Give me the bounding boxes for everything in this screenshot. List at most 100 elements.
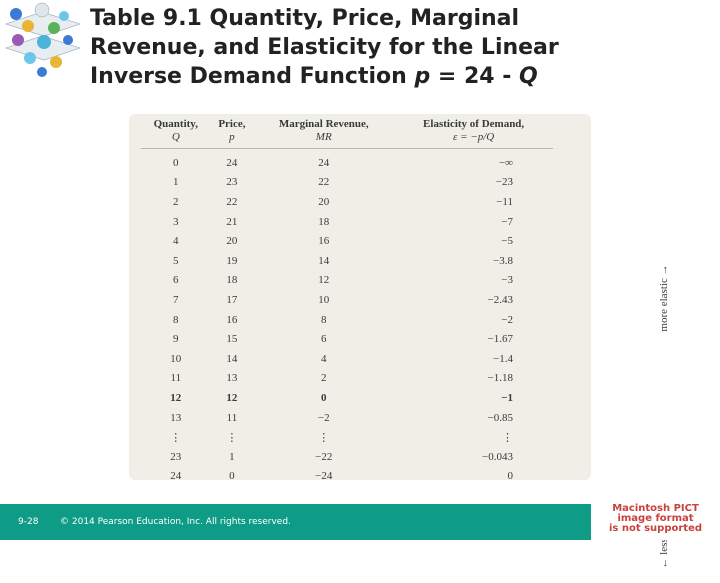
- cell-elasticity: 0: [507, 470, 514, 483]
- cell-elasticity: −1: [501, 391, 513, 404]
- cell-marginal-revenue: 2: [320, 372, 327, 385]
- cell-quantity: 9: [173, 333, 179, 346]
- page-number: 9-28: [18, 517, 39, 527]
- cell-quantity: 24: [170, 470, 182, 483]
- table-row: 0 24 24 −∞: [141, 149, 553, 173]
- table-row: 5 19 14 −3.8: [141, 251, 553, 271]
- cell-price: 24: [226, 156, 238, 169]
- cell-quantity: 4: [173, 235, 179, 248]
- cell-marginal-revenue: 24: [318, 156, 330, 169]
- cell-marginal-revenue: 4: [320, 352, 327, 365]
- cell-price: 21: [226, 215, 238, 228]
- cell-quantity: 2: [173, 195, 179, 208]
- cell-price: 12: [226, 391, 238, 404]
- table-row: 13 11 −2 −0.85: [141, 408, 553, 428]
- table-row: 6 18 12 −3: [141, 271, 553, 291]
- elasticity-table: Quantity, Q Price, p Marginal Revenue, MR E…: [141, 118, 553, 486]
- cell-quantity: 0: [173, 156, 179, 169]
- col-header-marginal-revenue: Marginal Revenue, MR: [253, 118, 395, 149]
- cell-quantity: 3: [173, 215, 179, 228]
- cell-quantity: 11: [170, 372, 182, 385]
- cell-marginal-revenue: −2: [317, 411, 330, 424]
- table-row: 10 14 4 −1.4: [141, 349, 553, 369]
- pict-notice-line-2: image format: [617, 513, 694, 524]
- cell-marginal-revenue: ⋮: [318, 431, 330, 444]
- table-row: 4 20 16 −5: [141, 231, 553, 251]
- cell-elasticity: −3: [501, 274, 513, 287]
- cell-marginal-revenue: 14: [318, 254, 330, 267]
- cell-marginal-revenue: 20: [318, 195, 330, 208]
- cell-elasticity: −11: [496, 195, 513, 208]
- cell-price: 15: [226, 333, 238, 346]
- cell-price: 20: [226, 235, 238, 248]
- pict-unsupported-notice: Macintosh PICT image format is not suppo…: [591, 504, 720, 540]
- cell-quantity: 13: [170, 411, 182, 424]
- cell-elasticity: −0.043: [482, 450, 513, 463]
- table-row: 11 13 2 −1.18: [141, 369, 553, 389]
- cell-price: 13: [226, 372, 238, 385]
- cell-quantity: 5: [173, 254, 179, 267]
- cell-elasticity: −1.18: [487, 372, 513, 385]
- cell-price: ⋮: [226, 431, 238, 444]
- slide-title: Table 9.1 Quantity, Price, Marginal Reve…: [90, 4, 710, 91]
- cell-elasticity: −2.43: [487, 293, 513, 306]
- cell-quantity: 23: [170, 450, 182, 463]
- col-header-elasticity: Elasticity of Demand, ε = −p/Q: [394, 118, 553, 149]
- data-table-panel: Quantity, Q Price, p Marginal Revenue, MR E…: [129, 114, 670, 569]
- pict-notice-line-3: is not supported: [608, 523, 703, 534]
- more-elastic-note: more elastic →: [658, 264, 670, 332]
- cell-price: 22: [226, 195, 238, 208]
- cell-quantity: 7: [173, 293, 179, 306]
- table-row: 9 15 6 −1.67: [141, 329, 553, 349]
- cell-price: 17: [226, 293, 238, 306]
- cell-price: 0: [229, 470, 235, 483]
- cell-quantity: 12: [170, 391, 182, 404]
- cell-quantity: 10: [170, 352, 182, 365]
- cell-price: 18: [226, 274, 238, 287]
- cell-price: 19: [226, 254, 238, 267]
- table-row: 8 16 8 −2: [141, 310, 553, 330]
- title-line-3: Inverse Demand Function p = 24 - Q: [90, 64, 538, 89]
- cell-price: 16: [226, 313, 238, 326]
- cell-price: 1: [229, 450, 235, 463]
- cell-elasticity: −1.4: [493, 352, 513, 365]
- title-line-1: Table 9.1 Quantity, Price, Marginal: [90, 6, 520, 31]
- cell-marginal-revenue: 16: [318, 235, 330, 248]
- cell-price: 14: [226, 352, 238, 365]
- col-header-price: Price, p: [210, 118, 254, 149]
- table-row: 7 17 10 −2.43: [141, 290, 553, 310]
- table-row: 1 23 22 −23: [141, 173, 553, 193]
- cell-elasticity: −3.8: [493, 254, 513, 267]
- table-row: 12 12 0 −1: [141, 388, 553, 408]
- cell-marginal-revenue: −22: [315, 450, 333, 463]
- copyright-text: © 2014 Pearson Education, Inc. All right…: [60, 517, 291, 527]
- logo-spheres-icon: [5, 2, 81, 77]
- table-row: 24 0 −24 0: [141, 467, 553, 487]
- cell-elasticity: −5: [501, 235, 513, 248]
- cell-quantity: ⋮: [170, 431, 182, 444]
- footer-bar: 9-28 © 2014 Pearson Education, Inc. All …: [0, 504, 591, 540]
- cell-elasticity: ⋮: [502, 431, 513, 444]
- cell-quantity: 1: [173, 176, 179, 189]
- table-row: 3 21 18 −7: [141, 212, 553, 232]
- cell-marginal-revenue: 12: [318, 274, 330, 287]
- table-row: ⋮ ⋮ ⋮ ⋮: [141, 427, 553, 447]
- cell-marginal-revenue: −24: [315, 470, 333, 483]
- cell-marginal-revenue: 10: [318, 293, 330, 306]
- cell-elasticity: −23: [495, 176, 513, 189]
- cell-elasticity: −7: [501, 215, 513, 228]
- cell-elasticity: −1.67: [487, 333, 513, 346]
- table-row: 23 1 −22 −0.043: [141, 447, 553, 467]
- table-body: 0 24 24 −∞ 1 23 22 −23 2 22 20 −11 3 21 18 −7 4 20 16 −5 5 19…: [141, 149, 553, 487]
- title-line-2: Revenue, and Elasticity for the Linear: [90, 35, 559, 60]
- cell-marginal-revenue: 6: [320, 333, 327, 346]
- cell-elasticity: −2: [501, 313, 513, 326]
- cell-quantity: 6: [173, 274, 179, 287]
- cell-elasticity: −0.85: [487, 411, 513, 424]
- table-row: 2 22 20 −11: [141, 192, 553, 212]
- cell-elasticity: −∞: [498, 156, 513, 169]
- col-header-quantity: Quantity, Q: [141, 118, 211, 149]
- cell-quantity: 8: [173, 313, 179, 326]
- cell-price: 23: [226, 176, 238, 189]
- cell-marginal-revenue: 8: [320, 313, 327, 326]
